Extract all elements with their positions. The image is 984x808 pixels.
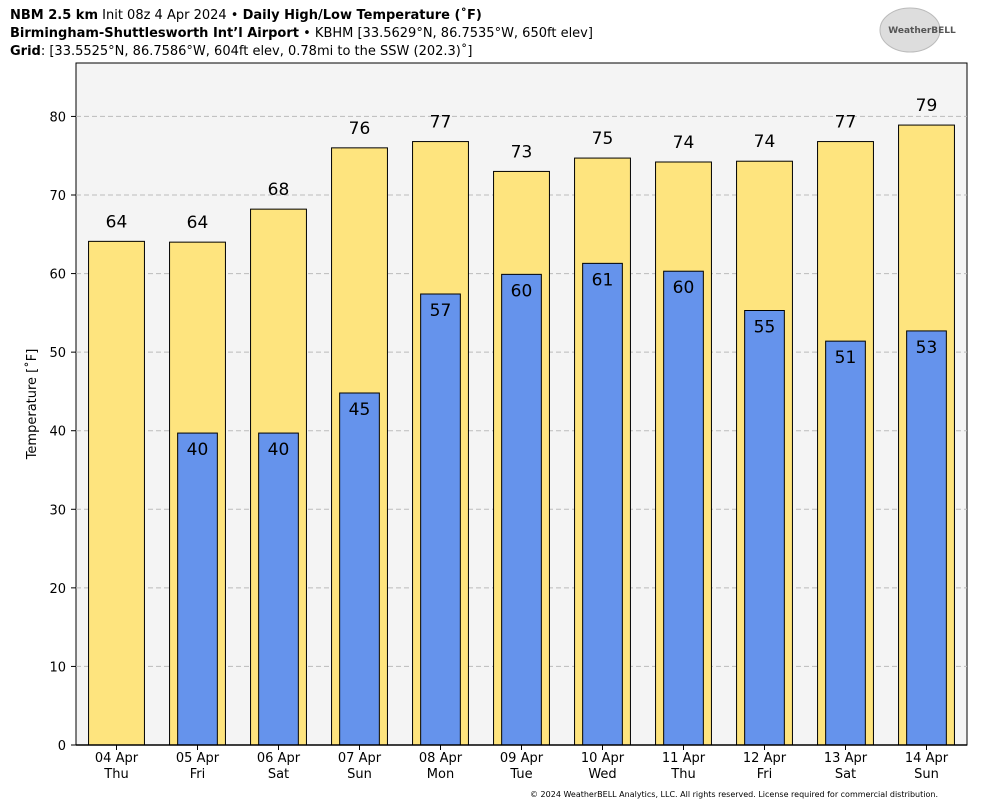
value-label: 60 — [511, 281, 533, 301]
bar — [663, 270, 704, 746]
value-label: 53 — [916, 338, 938, 358]
bar — [825, 340, 866, 746]
x-tick-sublabel: Sun — [914, 767, 939, 782]
y-tick-label: 50 — [49, 346, 66, 361]
value-label: 77 — [835, 113, 857, 133]
x-tick-label: 04 Apr — [95, 751, 139, 766]
model: NBM 2.5 km — [10, 8, 98, 23]
x-tick-label: 07 Apr — [338, 751, 382, 766]
bar — [906, 330, 947, 746]
value-label: 77 — [430, 113, 452, 133]
value-label: 55 — [754, 318, 776, 338]
x-tick-sublabel: Sat — [835, 767, 856, 782]
grid-coords: : [33.5525°N, 86.7586°W, 604ft elev, 0.7… — [41, 43, 473, 59]
x-tick-sublabel: Thu — [670, 767, 695, 782]
value-label: 64 — [106, 212, 128, 232]
value-label: 60 — [673, 278, 695, 298]
x-tick-sublabel: Thu — [103, 767, 128, 782]
value-label: 64 — [187, 213, 209, 233]
x-tick-sublabel: Mon — [427, 767, 454, 782]
x-tick-label: 12 Apr — [743, 751, 787, 766]
bar — [582, 262, 623, 746]
x-tick-label: 08 Apr — [419, 751, 463, 766]
value-label: 40 — [187, 440, 209, 460]
logo-mark — [879, 7, 941, 53]
x-tick-label: 06 Apr — [257, 751, 301, 766]
x-tick-label: 10 Apr — [581, 751, 625, 766]
value-label: 57 — [430, 301, 452, 321]
y-tick-label: 70 — [49, 189, 66, 204]
bar — [339, 392, 380, 746]
value-label: 79 — [916, 96, 938, 116]
y-tick-label: 60 — [49, 268, 66, 283]
y-tick-label: 0 — [58, 739, 66, 754]
x-tick-sublabel: Fri — [757, 767, 773, 782]
bar — [501, 273, 542, 746]
value-label: 75 — [592, 129, 614, 149]
y-axis-label: Temperature [˚F] — [24, 349, 40, 461]
logo: WeatherBELL — [888, 26, 956, 36]
y-tick-label: 10 — [49, 660, 66, 675]
value-label: 40 — [268, 440, 290, 460]
station-name: Birmingham-Shuttlesworth Int’l Airport — [10, 26, 299, 41]
init: Init 08z 4 Apr 2024 — [102, 8, 227, 23]
y-tick-label: 30 — [49, 503, 66, 518]
value-label: 76 — [349, 119, 371, 139]
station-info: KBHM [33.5629°N, 86.7535°W, 650ft elev] — [315, 26, 593, 41]
value-label: 61 — [592, 270, 614, 290]
grid-label: Grid — [10, 44, 41, 59]
footer: © 2024 WeatherBELL Analytics, LLC. All r… — [530, 790, 938, 799]
x-tick-label: 05 Apr — [176, 751, 220, 766]
x-tick-label: 13 Apr — [824, 751, 868, 766]
chart-title: NBM 2.5 km Init 08z 4 Apr 2024 • Daily H… — [10, 7, 482, 23]
bar — [88, 240, 145, 746]
bar — [177, 432, 218, 746]
value-label: 73 — [511, 142, 533, 162]
x-tick-label: 11 Apr — [662, 751, 706, 766]
y-tick-label: 40 — [49, 425, 66, 440]
location: Birmingham-Shuttlesworth Int’l Airport •… — [10, 26, 593, 41]
value-label: 45 — [349, 400, 371, 420]
x-tick-label: 14 Apr — [905, 751, 949, 766]
value-label: 74 — [673, 133, 695, 153]
value-label: 51 — [835, 348, 857, 368]
bar — [744, 310, 785, 746]
x-tick-sublabel: Fri — [190, 767, 206, 782]
x-tick-sublabel: Wed — [588, 767, 616, 782]
y-tick-label: 80 — [49, 110, 66, 125]
value-label: 74 — [754, 132, 776, 152]
bar — [420, 293, 461, 746]
y-tick-label: 20 — [49, 582, 66, 597]
x-tick-sublabel: Sat — [268, 767, 289, 782]
product: Daily High/Low Temperature (˚F) — [243, 7, 482, 23]
value-label: 68 — [268, 180, 290, 200]
x-tick-sublabel: Tue — [509, 767, 532, 782]
x-tick-sublabel: Sun — [347, 767, 372, 782]
x-tick-label: 09 Apr — [500, 751, 544, 766]
grid-info: Grid: [33.5525°N, 86.7586°W, 604ft elev,… — [10, 43, 472, 59]
bar — [258, 432, 299, 746]
